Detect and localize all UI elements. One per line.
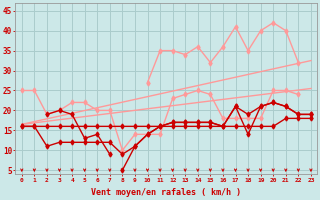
X-axis label: Vent moyen/en rafales ( km/h ): Vent moyen/en rafales ( km/h ) xyxy=(92,188,241,197)
